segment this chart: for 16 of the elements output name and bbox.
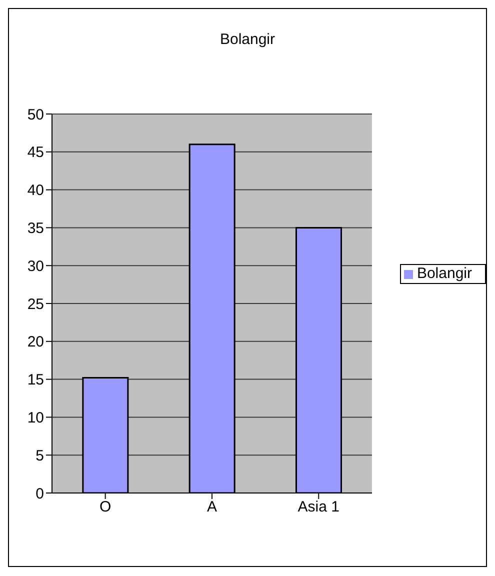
y-tick-label: 50	[27, 106, 44, 124]
y-tick-label: 5	[36, 447, 44, 464]
y-tick-label: 15	[27, 372, 44, 389]
legend-label: Bolangir	[416, 265, 472, 282]
y-tick-label: 25	[27, 296, 44, 313]
y-tick-label: 45	[27, 144, 44, 162]
chart-title: Bolangir	[218, 31, 276, 48]
y-tick-label: 20	[27, 334, 44, 351]
y-tick-label: 40	[27, 182, 44, 200]
x-tick-label: Asia 1	[298, 498, 340, 516]
x-tick-label: A	[206, 498, 217, 516]
y-tick-label: 10	[27, 410, 44, 427]
x-tick-label: O	[99, 498, 112, 516]
y-tick-label: 30	[27, 258, 44, 275]
y-tick-label: 0	[36, 485, 44, 502]
y-tick-label: 35	[27, 220, 44, 238]
